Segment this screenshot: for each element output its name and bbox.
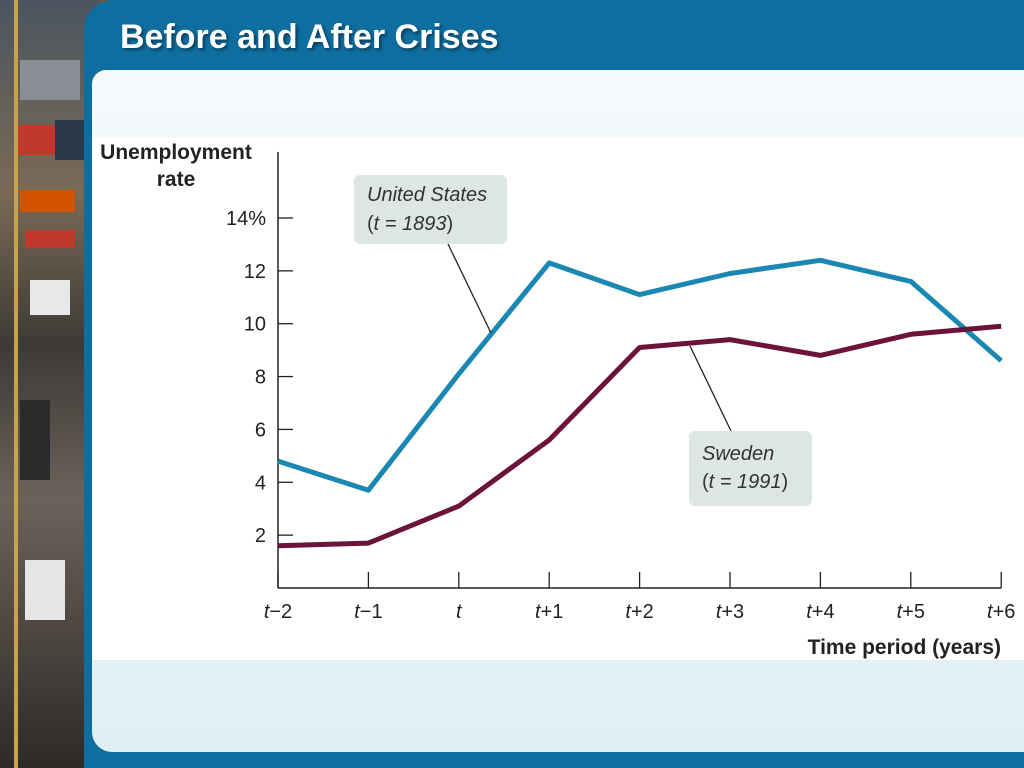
x-tick-offset: +5	[902, 601, 925, 623]
x-axis-label: Time period (years)	[808, 636, 1001, 659]
x-tick-var: t	[897, 601, 904, 623]
sweden-callout-note: (t = 1991)	[702, 471, 788, 493]
x-tick-label: t+1	[535, 601, 563, 623]
x-tick-label: t−2	[264, 601, 292, 623]
bottom-bar	[84, 752, 1024, 768]
x-tick-label: t−1	[354, 601, 382, 623]
x-tick-var: t	[264, 601, 271, 623]
y-tick-label: 14%	[226, 208, 266, 230]
sweden-callout-leader	[689, 345, 732, 432]
x-tick-var: t	[806, 601, 813, 623]
united-states-line	[277, 257, 1003, 493]
x-tick-label: t+2	[625, 601, 653, 623]
us-callout-leader	[447, 243, 492, 334]
sweden-callout-name: Sweden	[702, 443, 774, 465]
x-tick-offset: +2	[631, 601, 654, 623]
x-tick-offset: −1	[360, 601, 383, 623]
x-tick-offset: +3	[721, 601, 744, 623]
y-tick-label: 12	[244, 261, 266, 283]
slide-title: Before and After Crises	[120, 18, 499, 56]
x-tick-label: t+6	[987, 601, 1015, 623]
x-tick-label: t+5	[897, 601, 925, 623]
us-callout-box	[354, 175, 507, 244]
us-callout-name: United States	[367, 184, 487, 206]
y-axis-label-line1: Unemployment	[100, 141, 252, 164]
x-tick-label: t	[456, 601, 463, 623]
x-tick-var: t	[354, 601, 361, 623]
y-tick-label: 4	[255, 472, 266, 494]
y-tick-label: 10	[244, 314, 266, 336]
x-tick-offset: −2	[269, 601, 292, 623]
x-tick-label: t+4	[806, 601, 834, 623]
chart-area	[92, 138, 1024, 660]
us-callout-note: (t = 1893)	[367, 213, 453, 235]
x-tick-offset: +4	[812, 601, 835, 623]
x-tick-offset: +1	[541, 601, 564, 623]
y-tick-label: 2	[255, 525, 266, 547]
x-tick-var: t	[535, 601, 542, 623]
x-tick-offset: +6	[993, 601, 1016, 623]
x-tick-var: t	[625, 601, 632, 623]
series-lines	[277, 257, 1003, 549]
x-tick-var: t	[987, 601, 994, 623]
sweden-line	[277, 323, 1002, 549]
sweden-callout-box	[689, 431, 812, 506]
x-tick-var: t	[716, 601, 723, 623]
x-tick-var: t	[456, 601, 463, 623]
x-tick-label: t+3	[716, 601, 744, 623]
y-axis-label-line2: rate	[157, 168, 196, 191]
y-tick-label: 8	[255, 367, 266, 389]
gold-edge	[14, 0, 18, 768]
y-tick-label: 6	[255, 419, 266, 441]
